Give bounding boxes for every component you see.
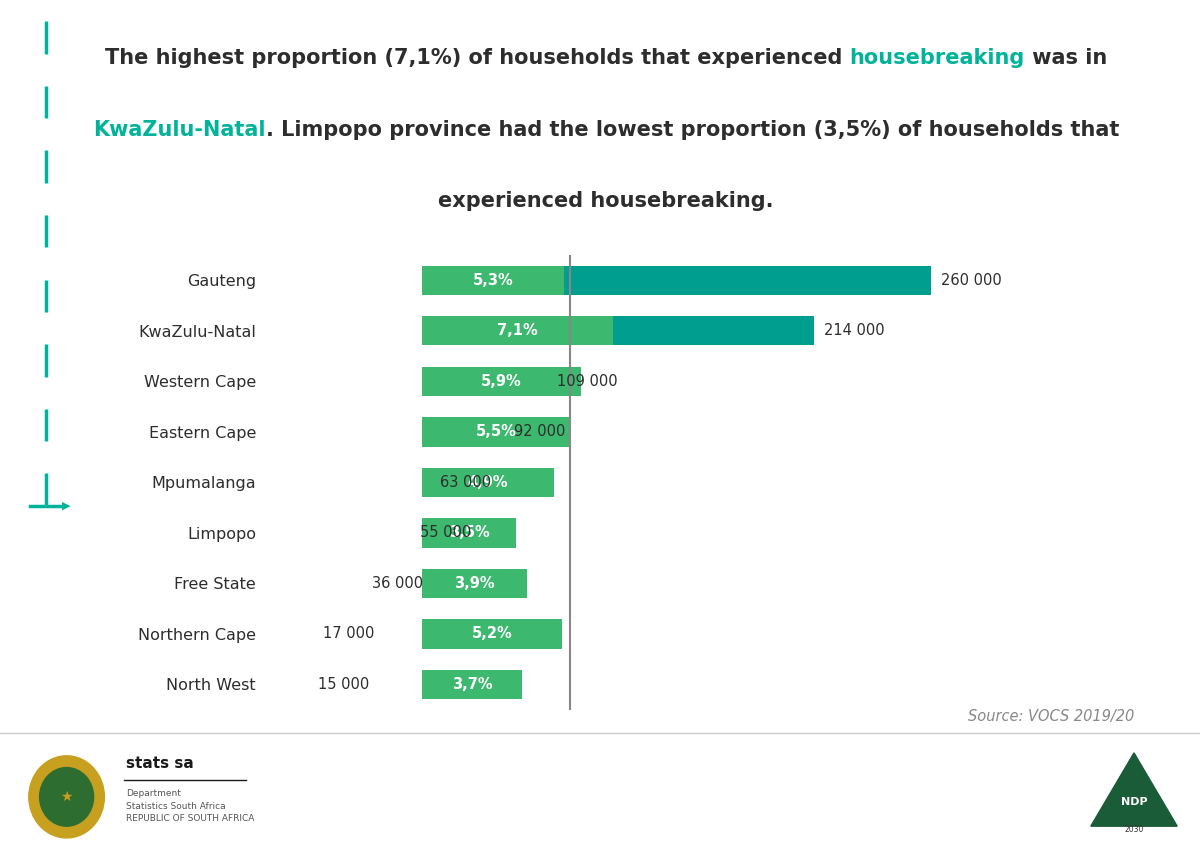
- Text: 5,9%: 5,9%: [481, 374, 522, 388]
- Text: housebreaking: housebreaking: [850, 48, 1025, 69]
- Text: 5,5%: 5,5%: [475, 424, 516, 439]
- Bar: [422, 366, 581, 396]
- Circle shape: [29, 756, 104, 838]
- Text: 63 000: 63 000: [440, 475, 491, 490]
- Text: 3,7%: 3,7%: [451, 677, 492, 692]
- Text: Source: VOCS 2019/20: Source: VOCS 2019/20: [967, 709, 1134, 724]
- Text: 214 000: 214 000: [824, 323, 884, 338]
- Text: 36 000: 36 000: [372, 576, 422, 591]
- Text: NDP: NDP: [1121, 796, 1147, 807]
- Text: stats sa: stats sa: [126, 756, 193, 771]
- Polygon shape: [1091, 753, 1177, 826]
- Text: . Limpopo province had the lowest proportion (3,5%) of households that: . Limpopo province had the lowest propor…: [265, 120, 1118, 139]
- Text: ★: ★: [60, 790, 73, 804]
- Text: 7,1%: 7,1%: [497, 323, 538, 338]
- Text: experienced housebreaking.: experienced housebreaking.: [438, 190, 774, 211]
- Bar: [422, 417, 570, 446]
- Text: 17 000: 17 000: [323, 626, 374, 642]
- Bar: [422, 265, 564, 295]
- Circle shape: [40, 768, 94, 826]
- Bar: [422, 569, 527, 598]
- Bar: [422, 670, 522, 700]
- Bar: [422, 518, 516, 547]
- Bar: [422, 620, 562, 649]
- Text: The highest proportion (7,1%) of households that experienced: The highest proportion (7,1%) of househo…: [104, 48, 850, 69]
- Bar: [564, 265, 931, 295]
- Text: was in: was in: [1025, 48, 1108, 69]
- Text: 4,9%: 4,9%: [468, 475, 509, 490]
- Text: ▶: ▶: [62, 501, 71, 511]
- Text: 15 000: 15 000: [318, 677, 370, 692]
- Text: 5,3%: 5,3%: [473, 273, 514, 288]
- Text: 3,9%: 3,9%: [455, 576, 496, 591]
- Text: 92 000: 92 000: [514, 424, 565, 439]
- Bar: [422, 316, 613, 345]
- Text: Department
Statistics South Africa
REPUBLIC OF SOUTH AFRICA: Department Statistics South Africa REPUB…: [126, 789, 254, 823]
- Text: 2030: 2030: [1124, 825, 1144, 834]
- Text: KwaZulu-Natal: KwaZulu-Natal: [94, 120, 265, 139]
- Text: 55 000: 55 000: [420, 525, 472, 541]
- Bar: [613, 316, 814, 345]
- Text: 3,5%: 3,5%: [449, 525, 490, 541]
- Bar: [422, 468, 553, 497]
- Text: 260 000: 260 000: [941, 273, 1002, 288]
- Text: 109 000: 109 000: [557, 374, 618, 388]
- Text: 5,2%: 5,2%: [472, 626, 512, 642]
